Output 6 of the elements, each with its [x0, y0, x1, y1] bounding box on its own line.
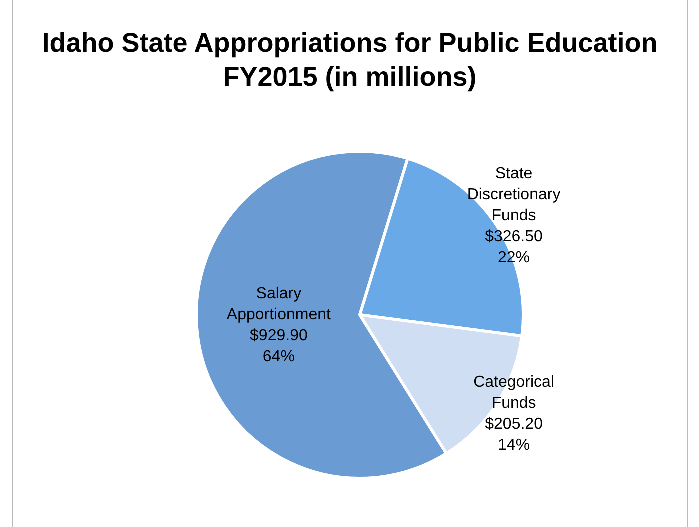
chart-title: Idaho State Appropriations for Public Education FY2015 (in millions) — [41, 27, 659, 94]
data-label: $929.90 64% — [250, 328, 308, 366]
slice-label: State Discretionary Funds — [467, 165, 561, 224]
slice-label: Salary Apportionment — [226, 286, 332, 324]
data-label: $205.20 14% — [485, 416, 544, 454]
slice-label: Categorical Funds — [474, 374, 555, 412]
